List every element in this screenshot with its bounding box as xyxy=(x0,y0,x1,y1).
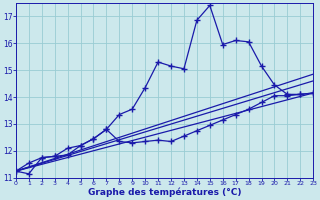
X-axis label: Graphe des températures (°C): Graphe des températures (°C) xyxy=(88,188,241,197)
